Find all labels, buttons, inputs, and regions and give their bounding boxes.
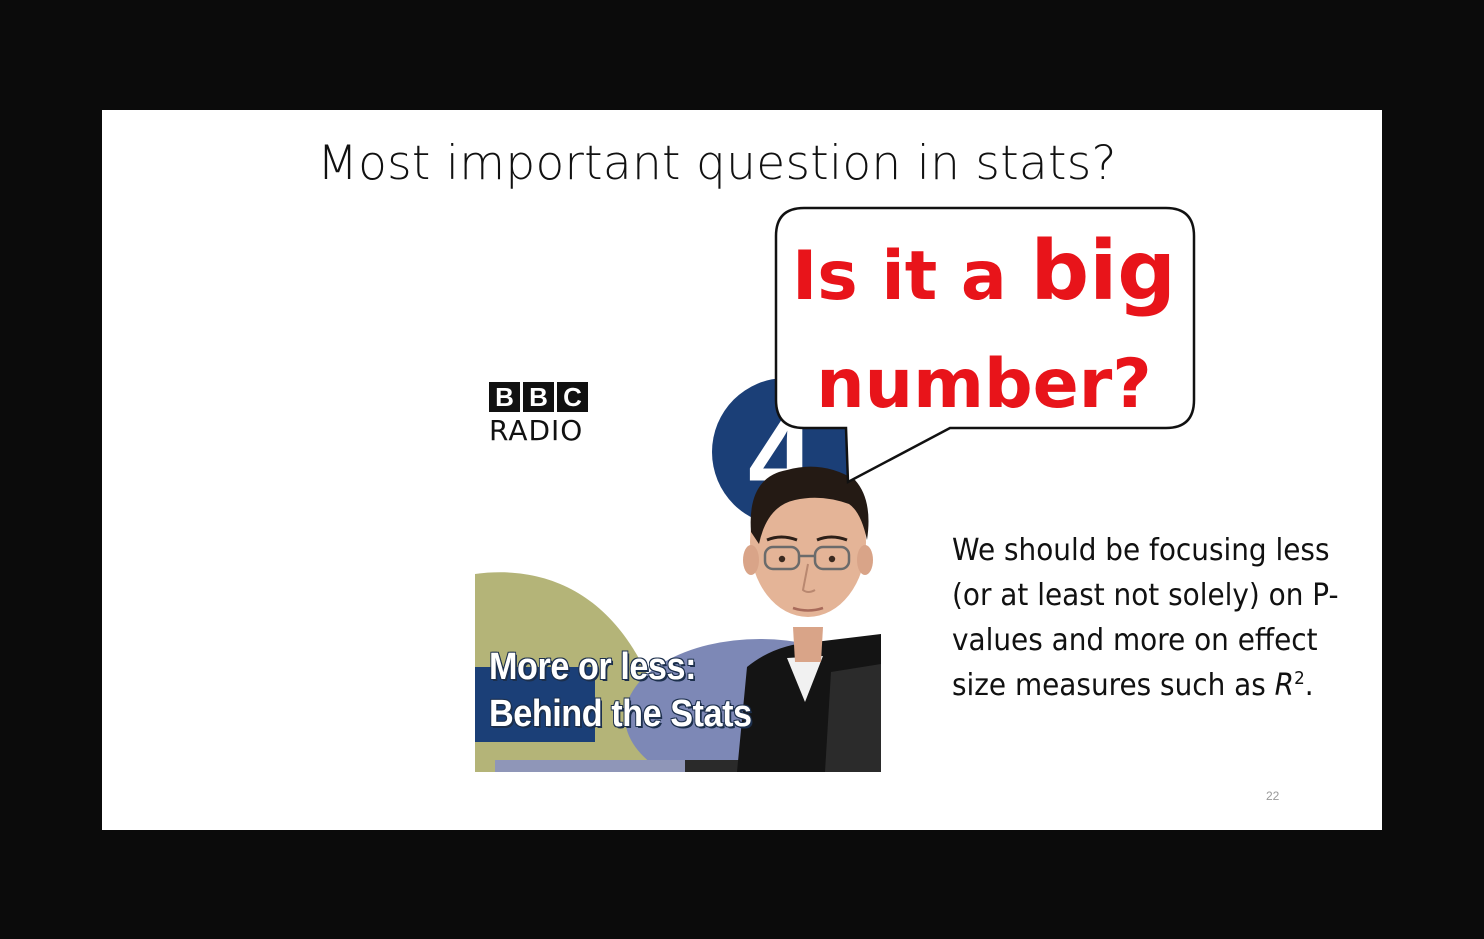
bubble-big-word: big [1030,224,1177,319]
slide-title: Most important question in stats? [317,136,1117,191]
slide: Most important question in stats? 4 [102,110,1382,830]
speech-bubble: Is it a big number? [774,206,1196,485]
show-title-line1: More or less: [489,646,697,688]
navy-shape [475,667,595,742]
show-title-line2: Behind the Stats [489,693,752,735]
body-text: We should be focusing less (or at least … [952,528,1343,708]
speech-bubble-outline [774,206,1196,485]
glasses-left [763,545,801,571]
glasses-right [813,545,851,571]
presenter-hair [750,466,869,544]
bbc-radio-logo: B B C RADIO [489,382,588,447]
radio-word: RADIO [489,414,584,447]
speech-bubble-text: Is it a big number? [774,218,1194,439]
cover-art-graphic: 4 [475,378,881,772]
bbc-letter: B [489,382,520,412]
bubble-line1: Is it a [791,237,1007,316]
r-squared-symbol: R [1274,668,1295,703]
show-title: More or less: Behind the Stats [489,644,752,738]
bbc-letter: B [523,382,554,412]
body-text-end: . [1304,668,1314,703]
bubble-line2: number? [816,345,1152,424]
podcast-cover-art: 4 [475,372,881,772]
body-text-content: We should be focusing less (or at least … [952,533,1339,703]
bbc-letter: C [557,382,588,412]
r-squared-exponent: 2 [1294,668,1305,689]
page-number: 22 [1266,789,1280,803]
